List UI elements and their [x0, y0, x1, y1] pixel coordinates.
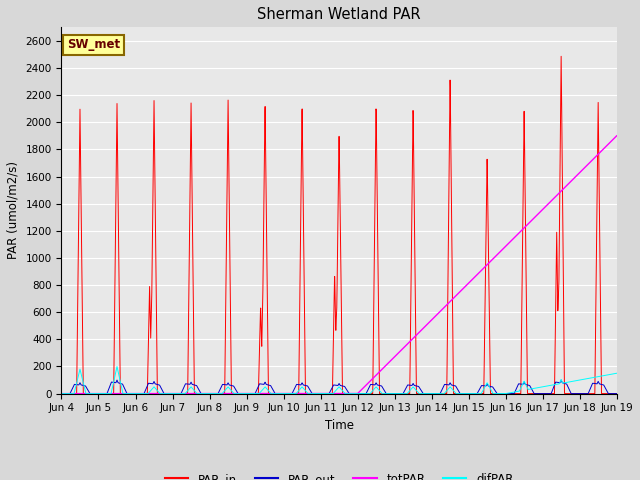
Line: difPAR: difPAR [61, 367, 617, 394]
PAR_out [542, 391, 550, 396]
PAR_out [58, 391, 65, 396]
PAR_out [295, 382, 303, 387]
PAR_out [113, 377, 121, 383]
PAR_out [121, 386, 129, 392]
difPAR [121, 391, 129, 396]
difPAR [542, 384, 550, 389]
PAR_in [613, 391, 621, 396]
PAR_out [154, 382, 162, 387]
PAR_in [294, 391, 302, 396]
PAR_out [602, 386, 610, 392]
Legend: PAR_in, PAR_out, totPAR, difPAR: PAR_in, PAR_out, totPAR, difPAR [160, 468, 518, 480]
PAR_in [58, 391, 65, 396]
X-axis label: Time: Time [324, 419, 353, 432]
difPAR [154, 388, 162, 394]
PAR_out [271, 390, 278, 396]
totPAR [271, 391, 278, 396]
difPAR [295, 388, 303, 394]
PAR_out [613, 391, 621, 396]
PAR_in [154, 391, 161, 396]
Title: Sherman Wetland PAR: Sherman Wetland PAR [257, 7, 421, 22]
totPAR [602, 144, 609, 150]
Line: PAR_in: PAR_in [61, 56, 617, 394]
difPAR [113, 364, 121, 370]
Line: PAR_out: PAR_out [61, 380, 617, 394]
PAR_in [557, 53, 565, 59]
Text: SW_met: SW_met [67, 38, 120, 51]
totPAR [294, 391, 302, 396]
PAR_in [602, 391, 610, 396]
Y-axis label: PAR (umol/m2/s): PAR (umol/m2/s) [7, 161, 20, 259]
difPAR [613, 371, 621, 376]
PAR_in [121, 391, 129, 396]
totPAR [121, 391, 129, 396]
totPAR [542, 204, 550, 209]
PAR_in [271, 391, 278, 396]
totPAR [613, 133, 621, 139]
totPAR [58, 391, 65, 396]
Line: totPAR: totPAR [61, 136, 617, 394]
difPAR [58, 391, 65, 396]
totPAR [154, 391, 161, 396]
PAR_in [542, 391, 550, 396]
difPAR [602, 372, 610, 378]
difPAR [271, 391, 278, 396]
